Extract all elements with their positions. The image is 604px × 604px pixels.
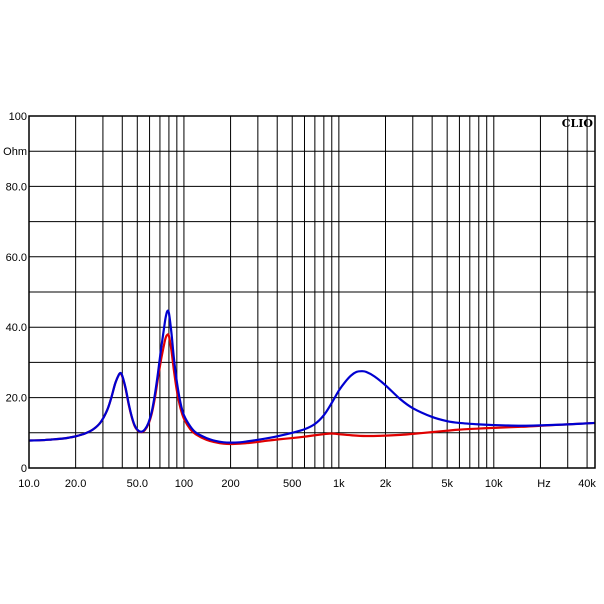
y-tick-labels: 0 20.0 40.0 60.0 80.0 100 <box>6 111 27 475</box>
x-tick-label: 100 <box>175 478 193 490</box>
x-tick-label: 20.0 <box>65 478 86 490</box>
plot-frame <box>28 115 596 469</box>
x-tick-label: 5k <box>441 478 453 490</box>
x-tick-labels: 10.0 20.0 50.0 100 200 500 1k 2k 5k 10k 40k <box>18 478 596 490</box>
x-tick-label: 1k <box>333 478 345 490</box>
y-tick-label: 80.0 <box>6 181 27 193</box>
grid-lines <box>28 116 595 468</box>
y-tick-label: 100 <box>9 111 27 123</box>
series-group <box>28 309 596 446</box>
x-unit-label: Hz <box>537 478 550 490</box>
x-tick-label: 40k <box>578 478 596 490</box>
x-tick-label: 2k <box>380 478 392 490</box>
x-tick-label: 500 <box>283 478 301 490</box>
y-tick-label: 40.0 <box>6 322 27 334</box>
series-line-2 <box>28 309 596 444</box>
x-tick-label: 10.0 <box>18 478 39 490</box>
y-tick-label: 0 <box>21 463 27 475</box>
y-unit-label: Ohm <box>3 146 27 158</box>
brand-label: CLIO <box>562 117 594 130</box>
y-tick-label: 20.0 <box>6 393 27 405</box>
x-tick-label: 50.0 <box>127 478 148 490</box>
x-tick-label: 10k <box>485 478 503 490</box>
x-tick-label: 200 <box>221 478 239 490</box>
y-tick-label: 60.0 <box>6 252 27 264</box>
